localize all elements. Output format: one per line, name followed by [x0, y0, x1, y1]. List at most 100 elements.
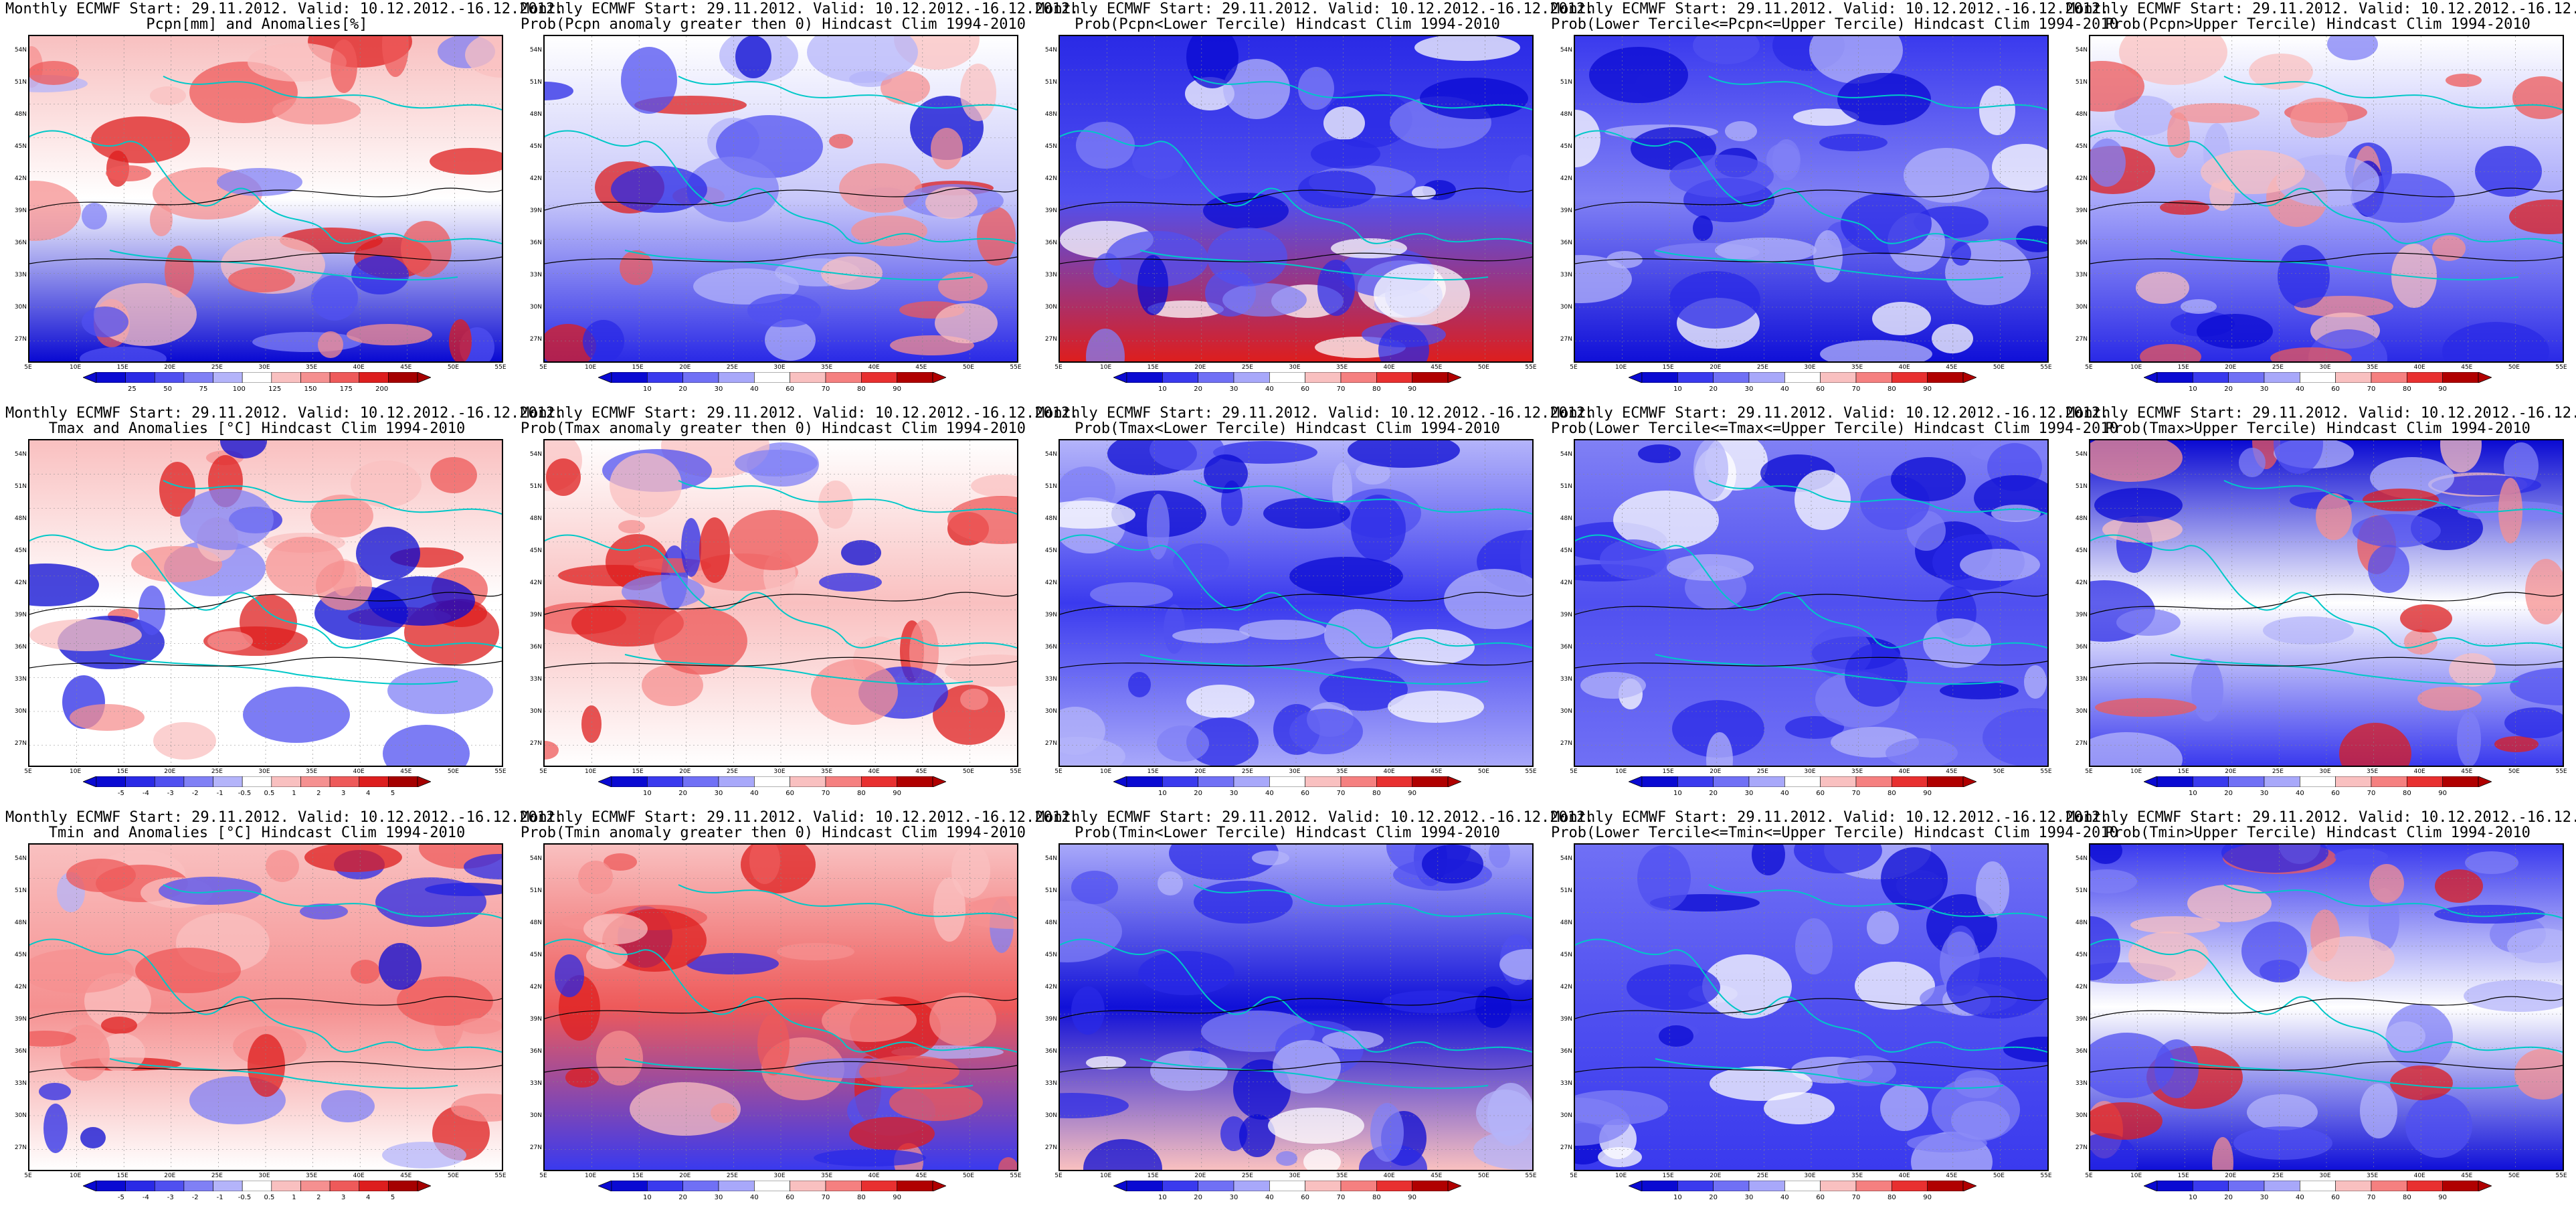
anomaly-shading: [1926, 894, 1997, 957]
latitude-label: 51N: [14, 483, 27, 490]
colorbar-swatch: [1748, 776, 1785, 787]
anomaly-shading: [2090, 845, 2122, 864]
latitude-label: 27N: [1560, 740, 1572, 747]
latitude-label: 36N: [1044, 240, 1057, 246]
anomaly-shading: [1128, 672, 1151, 697]
isoline-contour: [1060, 592, 1532, 669]
colorbar-tick-label: 40: [1265, 790, 1274, 797]
latitude-label: 48N: [529, 111, 542, 118]
anomaly-shading: [382, 1142, 466, 1169]
colorbar-swatch: [1269, 776, 1305, 787]
anomaly-shading: [2417, 687, 2482, 711]
latitude-label: 39N: [1044, 1016, 1057, 1023]
latitude-label: 54N: [1044, 451, 1057, 458]
longitude-label: 55E: [494, 1173, 507, 1179]
colorbar-swatch: [2407, 372, 2443, 383]
longitude-label: 20E: [679, 1173, 691, 1179]
longitude-label: 10E: [1615, 364, 1627, 371]
anomaly-shading: [2370, 457, 2454, 499]
anomaly-shading: [2360, 1084, 2397, 1138]
anomaly-shading: [2446, 74, 2482, 87]
colorbar-low-arrow: [598, 776, 612, 787]
anomaly-shading: [1473, 1130, 1532, 1170]
colorbar-swatch: [2156, 372, 2193, 383]
colorbar-swatch: [2300, 1181, 2336, 1191]
colorbar-tick-label: 0.5: [264, 790, 275, 797]
isoline-contour: [545, 592, 1017, 669]
colorbar: [83, 1181, 431, 1191]
anomaly-shading: [2369, 888, 2399, 951]
longitude-label: 40E: [353, 768, 365, 775]
latitude-label: 51N: [1044, 887, 1057, 894]
anomaly-shading: [1263, 498, 1350, 529]
colorbar-swatch: [154, 776, 185, 787]
anomaly-shading: [947, 496, 1017, 544]
anomaly-shading: [1476, 1090, 1532, 1136]
colorbar-tick-label: 80: [2402, 790, 2411, 797]
anomaly-shading: [1710, 1066, 1813, 1101]
anomaly-shading: [935, 303, 998, 343]
anomaly-shading: [545, 741, 559, 760]
anomaly-shading: [765, 319, 816, 361]
map-panel: Monthly ECMWF Start: 29.11.2012. Valid: …: [1551, 808, 2118, 1210]
colorbar-swatch: [213, 776, 243, 787]
longitude-label: 10E: [70, 768, 82, 775]
colorbar-swatch: [861, 776, 897, 787]
latitude-label: 33N: [529, 1080, 542, 1087]
longitude-label: 30E: [773, 364, 786, 371]
longitude-label: 10E: [585, 768, 597, 775]
colorbar-tick-label: 90: [2438, 790, 2448, 797]
panel-title: Monthly ECMWF Start: 29.11.2012. Valid: …: [2066, 809, 2576, 826]
forecast-map: [1059, 843, 1534, 1171]
panel-subtitle: Prob(Tmax>Upper Tercile) Hindcast Clim 1…: [2105, 420, 2531, 437]
anomaly-shading: [248, 43, 347, 82]
colorbar-tick-label: 40: [749, 1194, 759, 1201]
longitude-label: 5E: [1570, 364, 1578, 371]
anomaly-shading: [1076, 122, 1135, 169]
anomaly-shading: [2385, 1021, 2425, 1051]
anomaly-shading: [777, 943, 854, 960]
colorbar-tick-label: 10: [1673, 385, 1682, 393]
anomaly-shading: [1090, 582, 1173, 606]
colorbar-high-arrow: [2478, 1181, 2492, 1191]
latitude-label: 36N: [14, 644, 27, 651]
anomaly-shading: [29, 181, 81, 241]
colorbar-high-arrow: [417, 776, 431, 787]
anomaly-shading: [2334, 849, 2388, 865]
colorbar-swatch: [183, 776, 213, 787]
longitude-label: 45E: [2461, 768, 2473, 775]
longitude-label: 45E: [1946, 364, 1958, 371]
anomaly-shading: [2449, 653, 2496, 687]
anomaly-shading: [150, 86, 186, 105]
anomaly-shading: [2509, 199, 2563, 234]
latitude-label: 36N: [529, 644, 542, 651]
anomaly-shading: [2353, 514, 2441, 547]
longitude-label: 25E: [1241, 364, 1253, 371]
longitude-label: 35E: [1851, 364, 1863, 371]
anomaly-shading: [811, 659, 898, 725]
colorbar-tick-label: 10: [1673, 790, 1682, 797]
colorbar-swatch: [1892, 776, 1928, 787]
anomaly-shading: [1137, 255, 1168, 315]
anomaly-shading: [1239, 1114, 1275, 1157]
longitude-label: 50E: [1477, 768, 1489, 775]
colorbar-high-arrow: [1962, 1181, 1976, 1191]
anomaly-shading: [1872, 302, 1931, 335]
latitude-label: 39N: [1560, 612, 1572, 618]
anomaly-shading: [1880, 1084, 1928, 1131]
latitude-label: 45N: [529, 143, 542, 150]
colorbar-swatch: [125, 776, 155, 787]
anomaly-shading: [2327, 36, 2378, 60]
longitude-label: 20E: [1710, 768, 1722, 775]
colorbar-swatch: [300, 776, 331, 787]
anomaly-shading: [2504, 707, 2563, 738]
isoline-contour: [29, 996, 502, 1073]
anomaly-shading: [430, 457, 477, 493]
latitude-label: 36N: [14, 1048, 27, 1055]
longitude-label: 15E: [632, 364, 644, 371]
panel-title: Monthly ECMWF Start: 29.11.2012. Valid: …: [2066, 1, 2576, 17]
colorbar-tick-label: 90: [893, 1194, 902, 1201]
latitude-label: 48N: [2075, 920, 2088, 926]
colorbar-tick-label: 20: [2224, 790, 2233, 797]
colorbar-tick-label: 20: [1194, 1194, 1203, 1201]
